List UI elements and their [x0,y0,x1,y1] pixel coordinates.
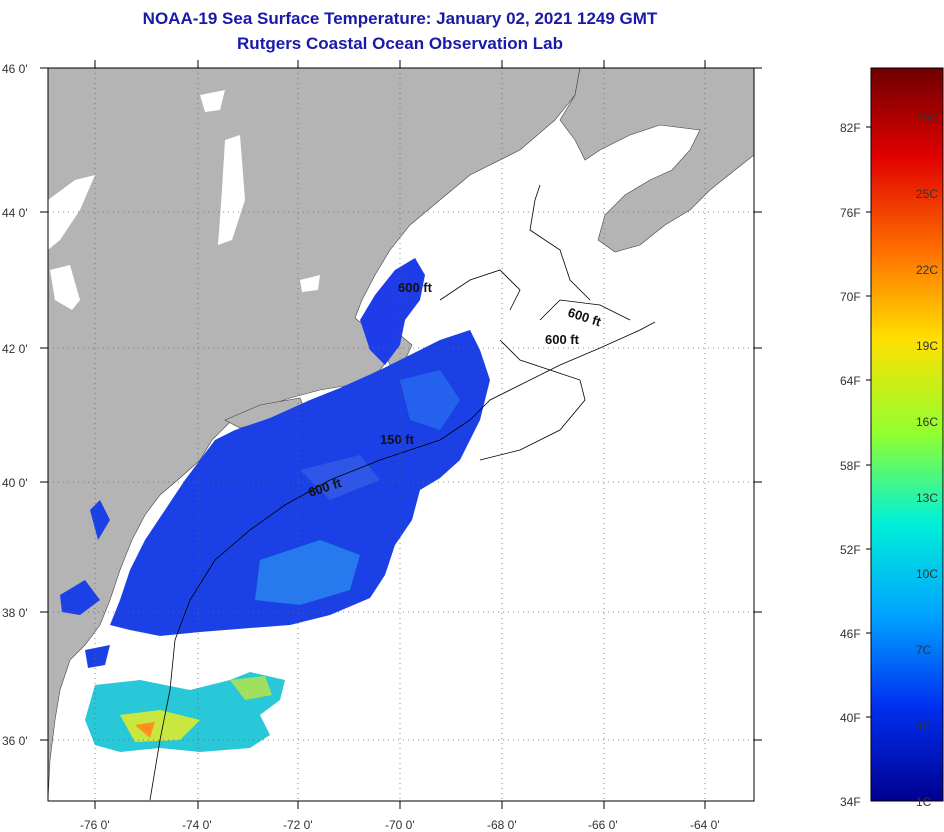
lat-label-46: 46 0' [2,62,28,76]
colorbar-c-1: 1C [916,795,932,809]
colorbar-c-28: 28C [916,111,939,125]
contour-label-3: 600 ft [545,332,580,347]
lon-label-70: -70 0' [385,818,415,832]
contour-label-4: 150 ft [380,432,415,447]
lat-label-42: 42 0' [2,342,28,356]
sst-gulf-of-maine [360,258,425,365]
colorbar-f-52: 52F [840,543,861,557]
colorbar-c-25: 25C [916,187,939,201]
lat-label-44: 44 0' [2,206,28,220]
colorbar-c-4: 4C [916,719,932,733]
lat-label-40: 40 0' [2,476,28,490]
map-title: NOAA-19 Sea Surface Temperature: January… [142,9,658,28]
land-nova-scotia [559,68,754,253]
lon-label-66: -66 0' [588,818,618,832]
colorbar-f-46: 46F [840,627,861,641]
colorbar-c-22: 22C [916,263,939,277]
colorbar-c-19: 19C [916,339,939,353]
colorbar-f-40: 40F [840,711,861,725]
colorbar-f-64: 64F [840,374,861,388]
colorbar-f-76: 76F [840,206,861,220]
colorbar-c-7: 7C [916,643,932,657]
colorbar-c-13: 13C [916,491,939,505]
colorbar-c-16: 16C [916,415,939,429]
sst-shelf-region [110,330,490,636]
colorbar-f-34: 34F [840,795,861,809]
lon-label-74: -74 0' [182,818,212,832]
axis-ticks [40,60,762,809]
map-subtitle: Rutgers Coastal Ocean Observation Lab [237,34,563,53]
colorbar [870,67,944,802]
colorbar-f-70: 70F [840,290,861,304]
lat-label-36: 36 0' [2,734,28,748]
lat-label-38: 38 0' [2,606,28,620]
colorbar-f-58: 58F [840,459,861,473]
lon-label-68: -68 0' [487,818,517,832]
colorbar-c-10: 10C [916,567,939,581]
graticule [48,68,754,801]
lon-label-64: -64 0' [690,818,720,832]
bathymetry-contours [149,184,656,801]
contour-label-1: 600 ft [398,280,433,295]
lon-label-76: -76 0' [80,818,110,832]
colorbar-f-82: 82F [840,121,861,135]
lon-label-72: -72 0' [283,818,313,832]
